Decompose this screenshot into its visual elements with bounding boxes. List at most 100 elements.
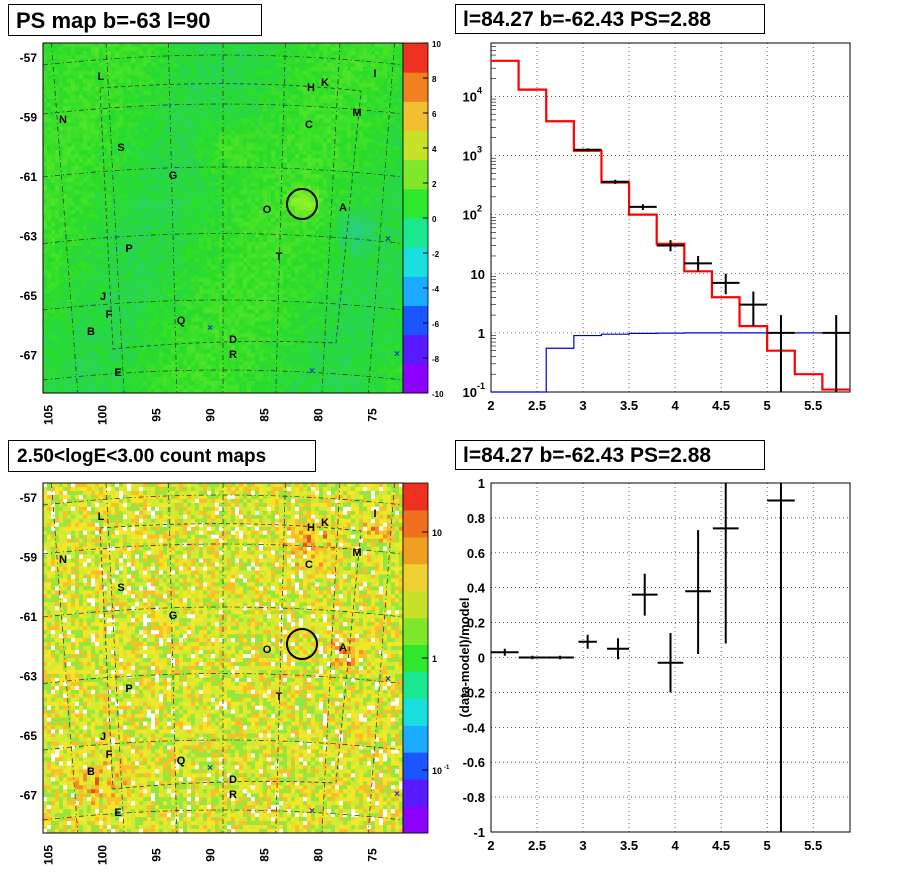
source-label: D — [229, 774, 237, 786]
colorbar-segment — [403, 305, 428, 336]
source-label: B — [87, 326, 95, 338]
grid-longitude-line — [321, 42, 341, 394]
x-tick-label: 105 — [42, 405, 56, 425]
heatmap-plot-area — [43, 483, 404, 834]
source-label: K — [321, 517, 329, 529]
source-label: A — [339, 202, 347, 214]
x-tick-label: 2.5 — [528, 398, 546, 413]
y-tick-label: -63 — [20, 670, 38, 684]
source-label: B — [87, 766, 95, 778]
source-label: L — [98, 511, 105, 523]
source-label: F — [106, 309, 113, 321]
source-label: T — [276, 691, 283, 703]
colorbar-tick-label: 8 — [432, 75, 437, 84]
y-tick-label: -59 — [20, 111, 38, 125]
colorbar-tick-label: 0 — [432, 215, 437, 224]
x-tick-label: 5.5 — [804, 838, 822, 853]
colorbar-tick-label: 10 — [432, 528, 442, 538]
tl-title: PS map b=-63 l=90 — [8, 4, 262, 36]
source-label: P — [125, 683, 132, 695]
grid-longitude-line — [168, 42, 178, 394]
y-tick-label: 0.2 — [467, 616, 485, 631]
x-tick-label: 3.5 — [620, 838, 638, 853]
source-label: I — [373, 508, 376, 520]
y-tick-label: 0.4 — [467, 581, 486, 596]
source-label: C — [305, 559, 313, 571]
colorbar-segment — [403, 101, 428, 131]
y-tick-label: -63 — [20, 230, 38, 244]
colorbar-segment — [403, 363, 428, 394]
grid-longitude-line — [321, 482, 341, 834]
colorbar-segment — [403, 617, 428, 646]
y-tick-exponent: 4 — [477, 85, 482, 95]
source-label: D — [229, 334, 237, 346]
tr-title: l=84.27 b=-62.43 PS=2.88 — [455, 4, 765, 34]
br-title: l=84.27 b=-62.43 PS=2.88 — [455, 440, 765, 470]
source-label: N — [59, 114, 67, 126]
grid-longitude-line — [367, 42, 395, 394]
residual-point — [712, 483, 739, 644]
colorbar-tick-label: 4 — [432, 145, 437, 154]
x-tick-label: 5 — [764, 838, 771, 853]
background-step-line — [491, 332, 850, 393]
residual-chart: -1 -0.8 -0.6 -0.4 -0.2 0 0.2 0.4 0.6 0.8 1 2 2.5 3 3.5… — [457, 476, 851, 853]
data-point — [573, 148, 602, 152]
y-tick-label: -0.4 — [463, 720, 486, 735]
data-point — [822, 315, 850, 392]
x-tick-label: 85 — [258, 848, 272, 862]
x-tick-label: 4 — [671, 838, 679, 853]
y-tick-label: 10 — [463, 208, 477, 223]
source-label: O — [263, 644, 272, 656]
y-tick-label: -57 — [20, 51, 38, 65]
y-tick-label: 10 — [463, 89, 477, 104]
colorbar-segment — [403, 72, 428, 102]
cross-marker: × — [394, 349, 400, 360]
colorbar-segment — [403, 43, 428, 73]
source-label: M — [352, 107, 361, 119]
colorbar-tick-label: -4 — [432, 285, 440, 294]
y-tick-label: -57 — [20, 491, 38, 505]
y-tick-label: -59 — [20, 551, 38, 565]
grid-longitude-line — [367, 482, 395, 834]
source-label: C — [305, 119, 313, 131]
source-circle — [286, 188, 318, 220]
colorbar-segment — [403, 671, 428, 699]
source-label: G — [169, 170, 178, 182]
x-tick-label: 105 — [42, 845, 56, 865]
source-label: H — [307, 82, 315, 94]
y-tick-label: 10 — [463, 149, 477, 164]
source-label: N — [59, 554, 67, 566]
source-label: S — [117, 142, 124, 154]
x-tick-label: 80 — [312, 848, 326, 862]
colorbar-tick-label: 6 — [432, 110, 437, 119]
colorbar-tick-exponent: -1 — [444, 765, 450, 771]
colorbar-segment — [403, 779, 428, 807]
x-tick-label: 80 — [312, 408, 326, 422]
grid-longitude-line — [105, 42, 125, 394]
heatmap-plot-area — [43, 43, 404, 394]
y-tick-label: 1 — [478, 326, 485, 341]
residual-point — [578, 634, 597, 649]
y-tick-label: -65 — [20, 729, 38, 743]
colorbar-tick-label: -8 — [432, 355, 440, 364]
cross-marker: × — [385, 234, 391, 245]
colorbar-tick-label: 1 — [432, 654, 437, 664]
y-tick-label: -61 — [20, 170, 38, 184]
grid-longitude-line — [168, 482, 178, 834]
source-label: E — [114, 807, 121, 819]
cross-marker: × — [207, 323, 213, 334]
y-tick-exponent: -1 — [477, 381, 485, 391]
source-label: R — [229, 789, 237, 801]
y-tick-label: -65 — [20, 289, 38, 303]
source-label: P — [125, 243, 132, 255]
source-label: Q — [177, 315, 186, 327]
survey-outline — [99, 83, 362, 350]
data-point — [711, 273, 740, 295]
x-tick-label: 100 — [96, 405, 110, 425]
y-tick-label: -0.2 — [463, 685, 485, 700]
x-tick-label: 4.5 — [712, 838, 730, 853]
x-tick-label: 5.5 — [804, 398, 822, 413]
colorbar-segment — [403, 752, 428, 780]
x-tick-label: 2 — [487, 398, 494, 413]
y-tick-exponent: 3 — [477, 145, 482, 155]
